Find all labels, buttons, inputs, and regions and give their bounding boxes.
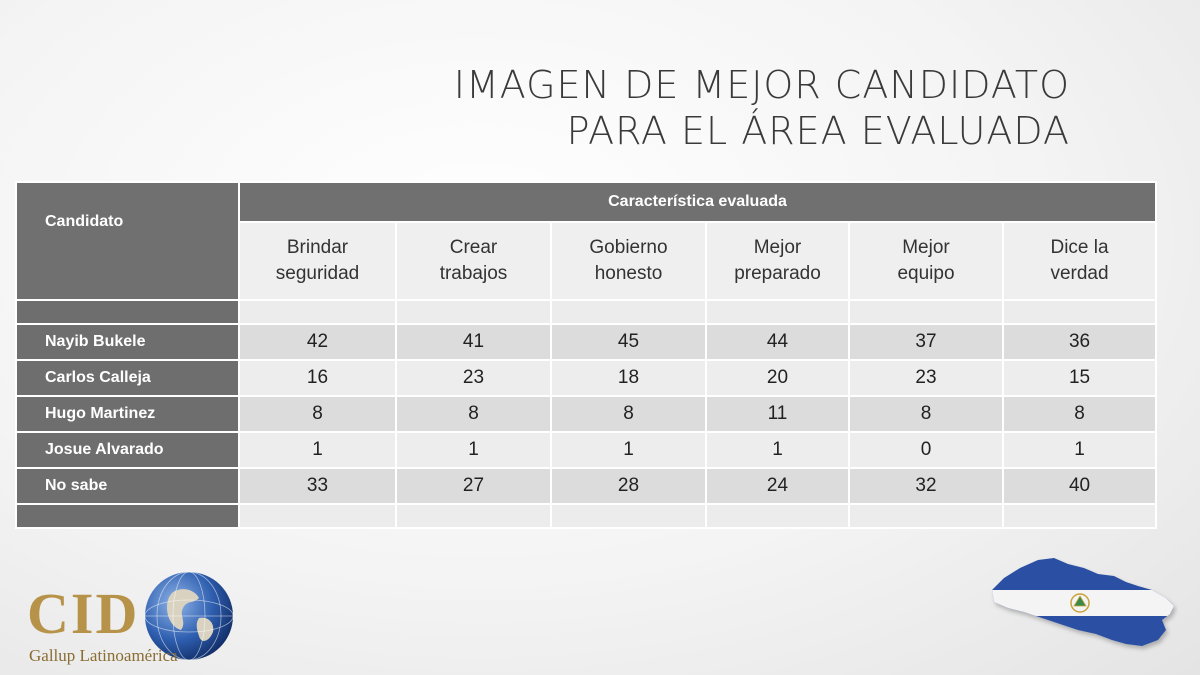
globe-icon xyxy=(144,571,234,661)
el-salvador-flag-map-icon xyxy=(992,558,1174,646)
logo-subtitle: Gallup Latinoamérica xyxy=(29,646,178,665)
candidate-header: Candidato xyxy=(15,181,240,301)
table-row: Carlos Calleja 16 23 18 20 23 15 xyxy=(15,359,1158,397)
table-cell: 23 xyxy=(395,359,552,397)
column-header: Brindar seguridad xyxy=(238,221,397,301)
table-cell: 1 xyxy=(550,431,707,469)
table-cell: 37 xyxy=(848,323,1004,361)
table-row: Josue Alvarado 1 1 1 1 0 1 xyxy=(15,431,1158,469)
column-header: Mejor equipo xyxy=(848,221,1004,301)
table-cell: 23 xyxy=(848,359,1004,397)
page-title: IMAGEN DE MEJOR CANDIDATO PARA EL ÁREA E… xyxy=(270,62,1070,154)
candidate-name: Nayib Bukele xyxy=(15,323,240,361)
table-cell: 1 xyxy=(238,431,397,469)
table-cell: 33 xyxy=(238,467,397,505)
table-cell: 16 xyxy=(238,359,397,397)
table-cell: 18 xyxy=(550,359,707,397)
table-cell: 8 xyxy=(238,395,397,433)
candidate-name: No sabe xyxy=(15,467,240,505)
table-cell: 44 xyxy=(705,323,850,361)
table-row: Hugo Martinez 8 8 8 11 8 8 xyxy=(15,395,1158,433)
group-header: Característica evaluada xyxy=(237,181,1158,223)
table-cell: 27 xyxy=(395,467,552,505)
table-cell: 11 xyxy=(705,395,850,433)
table-cell: 15 xyxy=(1001,359,1158,397)
column-header: Gobierno honesto xyxy=(550,221,707,301)
column-header: Mejor preparado xyxy=(705,221,850,301)
table-cell: 36 xyxy=(1001,323,1158,361)
spacer-row xyxy=(15,503,1158,529)
column-header: Crear trabajos xyxy=(395,221,552,301)
title-line-1: IMAGEN DE MEJOR CANDIDATO xyxy=(453,63,1070,107)
table-cell: 41 xyxy=(395,323,552,361)
column-header: Dice la verdad xyxy=(1001,221,1158,301)
table-cell: 20 xyxy=(705,359,850,397)
table-cell: 24 xyxy=(705,467,850,505)
spacer-row xyxy=(15,299,1158,325)
candidate-name: Josue Alvarado xyxy=(15,431,240,469)
table-cell: 8 xyxy=(395,395,552,433)
table-cell: 1 xyxy=(1001,431,1158,469)
table-cell: 1 xyxy=(395,431,552,469)
candidate-name: Hugo Martinez xyxy=(15,395,240,433)
table-row: Nayib Bukele 42 41 45 44 37 36 xyxy=(15,323,1158,361)
table-cell: 45 xyxy=(550,323,707,361)
logo-brand: CID xyxy=(27,581,140,646)
title-line-2: PARA EL ÁREA EVALUADA xyxy=(566,109,1070,153)
table-cell: 0 xyxy=(848,431,1004,469)
table-cell: 28 xyxy=(550,467,707,505)
table-cell: 8 xyxy=(1001,395,1158,433)
table-cell: 32 xyxy=(848,467,1004,505)
table-cell: 40 xyxy=(1001,467,1158,505)
table-row: No sabe 33 27 28 24 32 40 xyxy=(15,467,1158,505)
candidate-name: Carlos Calleja xyxy=(15,359,240,397)
table-cell: 42 xyxy=(238,323,397,361)
table-cell: 8 xyxy=(550,395,707,433)
cid-gallup-logo: CID Gallup Latinoamérica xyxy=(25,570,234,670)
table-cell: 8 xyxy=(848,395,1004,433)
results-table: Candidato Característica evaluada Brinda… xyxy=(15,181,1158,529)
table-cell: 1 xyxy=(705,431,850,469)
